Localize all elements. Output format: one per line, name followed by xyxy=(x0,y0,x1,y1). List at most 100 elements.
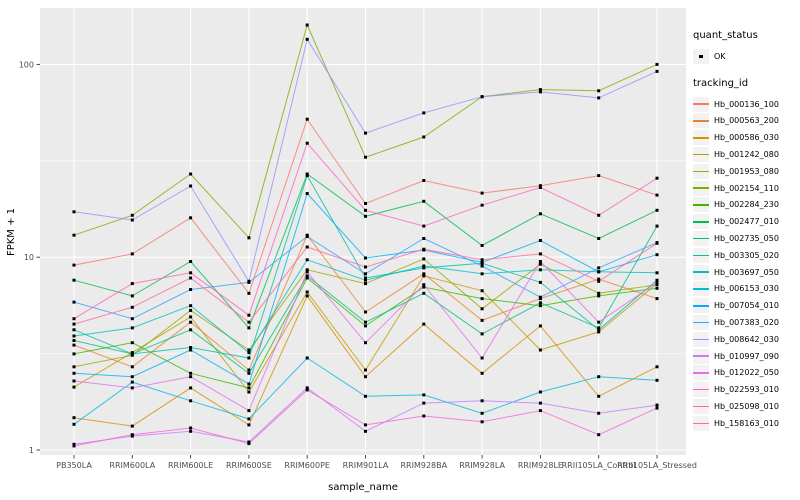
data-point xyxy=(597,213,601,217)
data-point xyxy=(130,352,134,356)
data-point xyxy=(72,444,76,448)
data-point xyxy=(597,328,601,332)
series-color-line-icon xyxy=(693,271,709,273)
data-point xyxy=(422,393,426,397)
legend-item-Hb_002154_110: Hb_002154_110 xyxy=(693,180,799,197)
data-point xyxy=(189,172,193,176)
data-point xyxy=(538,268,542,272)
data-point xyxy=(130,305,134,309)
data-point xyxy=(189,308,193,312)
series-color-line-icon xyxy=(693,170,709,173)
data-point xyxy=(480,420,484,424)
legend-label: Hb_158163_010 xyxy=(714,418,779,428)
data-point xyxy=(364,429,367,433)
data-point xyxy=(72,416,76,420)
data-point xyxy=(305,174,309,178)
data-point xyxy=(480,297,484,301)
legend-swatch xyxy=(693,180,709,196)
data-point xyxy=(189,426,193,430)
data-point xyxy=(247,442,251,446)
data-point xyxy=(189,216,193,220)
x-tick-label: RRIM928LE xyxy=(518,461,563,470)
data-point xyxy=(655,241,659,245)
data-point xyxy=(72,334,76,338)
data-point xyxy=(364,423,367,427)
legend-item-Hb_001242_080: Hb_001242_080 xyxy=(693,146,799,163)
data-point xyxy=(305,141,309,145)
data-point xyxy=(364,202,367,205)
data-point xyxy=(538,90,542,94)
data-point xyxy=(422,283,426,287)
data-point xyxy=(597,237,601,240)
data-point xyxy=(305,388,309,392)
data-point xyxy=(305,245,309,249)
data-point xyxy=(72,233,76,237)
data-point xyxy=(189,375,193,379)
data-point xyxy=(364,256,367,260)
legend-label: Hb_007383_020 xyxy=(714,318,779,328)
data-point xyxy=(597,270,601,274)
data-point xyxy=(655,280,659,284)
legend-label: Hb_022593_010 xyxy=(714,385,779,395)
legend-item-Hb_002477_010: Hb_002477_010 xyxy=(693,213,799,230)
data-point xyxy=(247,326,251,330)
data-point xyxy=(597,320,601,324)
data-point xyxy=(655,403,659,407)
legend-label: Hb_007054_010 xyxy=(714,301,779,311)
legend-swatch xyxy=(693,130,709,146)
data-point xyxy=(189,260,193,263)
data-point xyxy=(305,290,309,294)
data-point xyxy=(130,213,134,217)
series-color-line-icon xyxy=(693,388,709,391)
data-point xyxy=(480,318,484,322)
data-point xyxy=(130,386,134,390)
data-point xyxy=(597,326,601,330)
data-point xyxy=(72,328,76,332)
legend-swatch xyxy=(693,315,709,331)
data-point xyxy=(247,351,251,355)
legend-label: Hb_002477_010 xyxy=(714,217,779,227)
data-point xyxy=(72,379,76,383)
data-point xyxy=(130,282,134,286)
data-point xyxy=(538,409,542,413)
legend-item-Hb_000563_200: Hb_000563_200 xyxy=(693,113,799,130)
legend-label: Hb_002284_230 xyxy=(714,200,779,210)
legend-label: Hb_002154_110 xyxy=(714,183,779,193)
data-point xyxy=(655,365,659,369)
series-color-line-icon xyxy=(693,153,709,156)
legend-item-Hb_007054_010: Hb_007054_010 xyxy=(693,297,799,314)
data-point xyxy=(422,274,426,278)
series-color-line-icon xyxy=(693,204,709,206)
data-point xyxy=(538,301,542,305)
series-color-line-icon xyxy=(693,422,709,425)
data-point xyxy=(538,260,542,263)
legend-label-ok: OK xyxy=(714,51,726,61)
data-point xyxy=(538,280,542,284)
legend-item-Hb_025098_010: Hb_025098_010 xyxy=(693,398,799,415)
legend-swatch xyxy=(693,415,709,431)
series-color-line-icon xyxy=(693,187,709,189)
data-point xyxy=(364,375,367,379)
data-point xyxy=(480,371,484,375)
data-point xyxy=(422,179,426,182)
data-point xyxy=(72,300,76,304)
data-point xyxy=(597,89,601,93)
data-point xyxy=(72,278,76,282)
data-point xyxy=(422,247,426,251)
data-point xyxy=(538,252,542,256)
data-point xyxy=(305,172,309,176)
x-tick-label: RRIM600PE xyxy=(284,461,330,470)
data-point xyxy=(364,324,367,328)
legend-label: Hb_001242_080 xyxy=(714,150,779,160)
legend-label: Hb_000136_100 xyxy=(714,99,779,109)
legend-swatch xyxy=(693,365,709,381)
data-point xyxy=(480,399,484,403)
data-point xyxy=(480,272,484,276)
legend-swatch xyxy=(693,331,709,347)
data-point xyxy=(305,192,309,195)
data-point xyxy=(305,258,309,262)
data-point xyxy=(247,279,251,283)
data-point xyxy=(422,414,426,418)
data-point xyxy=(597,394,601,398)
